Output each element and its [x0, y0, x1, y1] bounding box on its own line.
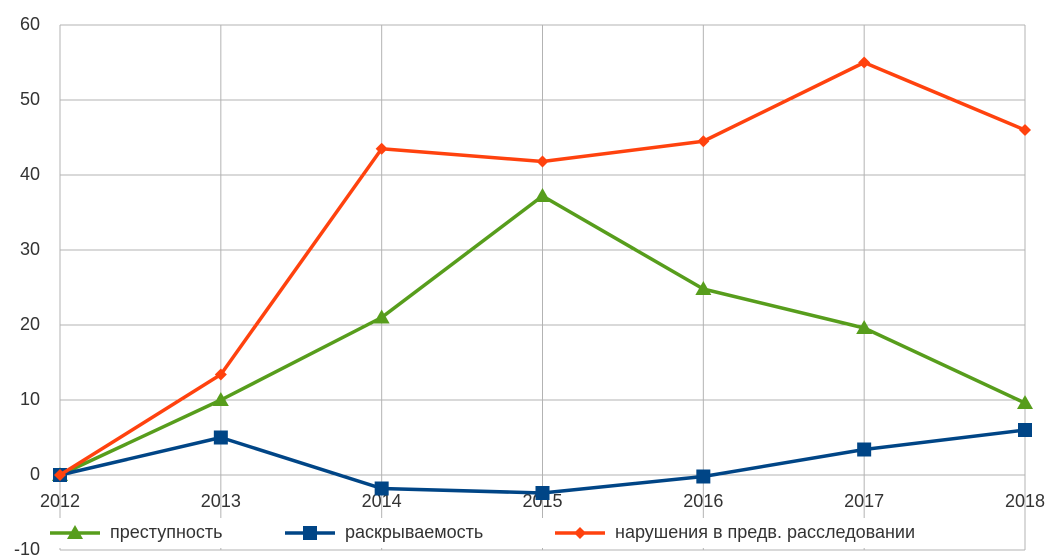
y-tick-label: 0: [30, 464, 40, 484]
point-marker: [213, 430, 228, 445]
y-tick-label: 30: [20, 239, 40, 259]
x-tick-label: 2013: [201, 491, 241, 511]
point-marker: [695, 281, 712, 295]
point-marker: [373, 309, 390, 324]
point-marker: [696, 469, 711, 484]
point-marker: [856, 320, 873, 334]
point-marker: [535, 486, 550, 500]
y-tick-label: 10: [20, 389, 40, 409]
y-tick-label: 50: [20, 89, 40, 109]
point-marker: [534, 188, 551, 202]
x-tick-label: 2016: [683, 491, 723, 511]
point-marker: [1019, 124, 1031, 136]
point-marker: [375, 142, 388, 155]
legend-label: раскрываемость: [345, 522, 483, 542]
point-marker: [374, 481, 389, 496]
legend-marker: [574, 527, 586, 539]
point-marker: [536, 155, 549, 168]
x-tick-label: 2017: [844, 491, 884, 511]
point-marker: [214, 368, 227, 381]
point-marker: [212, 392, 229, 406]
y-tick-label: -10: [14, 539, 40, 556]
point-marker: [1018, 423, 1032, 437]
legend-label: преступность: [110, 522, 223, 542]
point-marker: [697, 135, 710, 148]
x-tick-label: 2018: [1005, 491, 1045, 511]
x-tick-label: 2014: [362, 491, 402, 511]
y-tick-label: 20: [20, 314, 40, 334]
x-tick-label: 2012: [40, 491, 80, 511]
point-marker: [1017, 395, 1033, 409]
legend-marker: [67, 525, 83, 539]
x-tick-label: 2015: [522, 491, 562, 511]
point-marker: [54, 469, 66, 481]
legend-label: нарушения в предв. расследовании: [615, 522, 915, 542]
legend-background: [40, 518, 1020, 548]
point-marker: [858, 56, 871, 69]
y-tick-label: 60: [20, 14, 40, 34]
y-tick-label: 40: [20, 164, 40, 184]
legend-marker: [303, 526, 317, 540]
point-marker: [857, 442, 872, 457]
